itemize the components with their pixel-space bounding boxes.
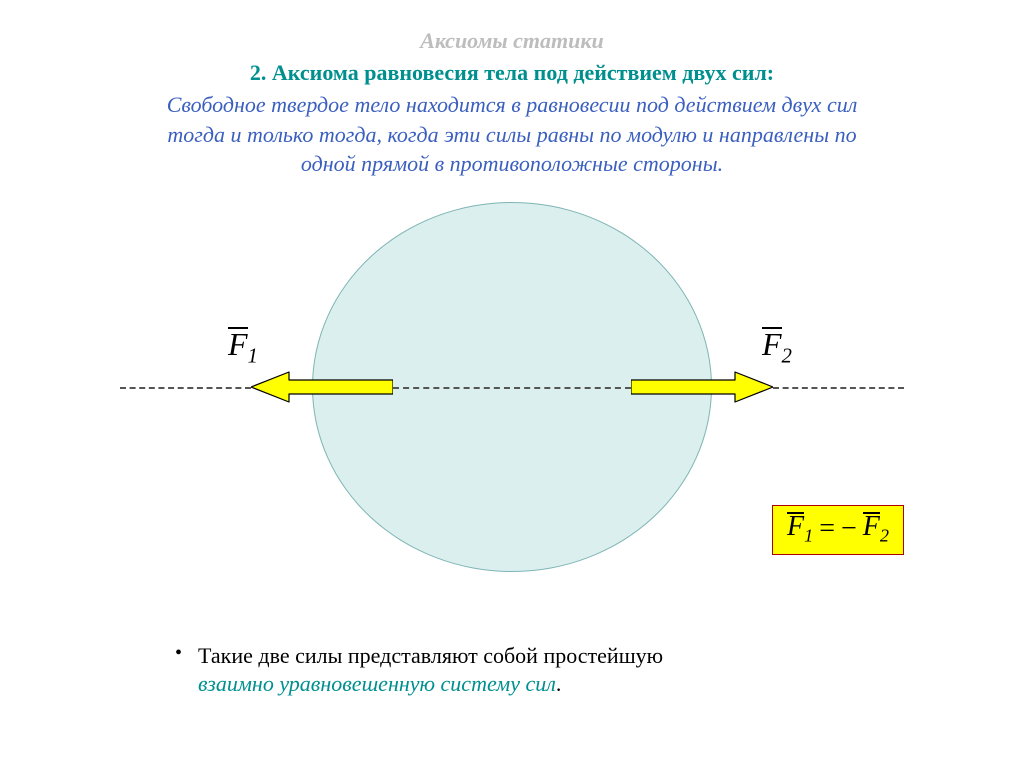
footer-plain: Такие две силы представляют собой просте… <box>198 643 663 668</box>
force-label-f2: F2 <box>762 327 792 368</box>
bullet-icon: • <box>175 642 182 664</box>
footer-tail: . <box>556 671 562 696</box>
slide-subtitle: Аксиомы статики <box>0 28 1024 54</box>
force-arrow-f1 <box>251 370 393 404</box>
eq-rhs-sub: 2 <box>880 525 889 545</box>
f1-sub: 1 <box>248 344 258 367</box>
eq-lhs-letter: F <box>787 511 804 542</box>
axis-dash-mid <box>393 387 631 389</box>
f2-letter: F <box>762 326 782 362</box>
desc-line-2: тогда и только тогда, когда эти силы рав… <box>167 122 856 147</box>
axis-dash-left <box>120 387 251 389</box>
axis-dash-right <box>773 387 904 389</box>
desc-line-1: Свободное твердое тело находится в равно… <box>167 92 858 117</box>
force-label-f1: F1 <box>228 327 258 368</box>
footer-emphasis: взаимно уравновешенную систему сил <box>198 671 556 696</box>
equation-box: F1 = − F2 <box>772 505 904 555</box>
footer-note: • Такие две силы представляют собой прос… <box>175 642 904 699</box>
desc-line-3: одной прямой в противоположные стороны. <box>301 151 723 176</box>
force-diagram: F1 F2 F1 = − F2 <box>0 187 1024 617</box>
f1-letter: F <box>228 326 248 362</box>
eq-minus: − <box>841 513 857 545</box>
force-arrow-f2 <box>631 370 773 404</box>
axiom-title: 2. Аксиома равновесия тела под действием… <box>0 60 1024 86</box>
axiom-description: Свободное твердое тело находится в равно… <box>0 90 1024 179</box>
eq-equals: = <box>819 513 835 545</box>
f2-sub: 2 <box>782 344 792 367</box>
eq-rhs-letter: F <box>863 511 880 542</box>
eq-lhs-sub: 1 <box>804 525 813 545</box>
